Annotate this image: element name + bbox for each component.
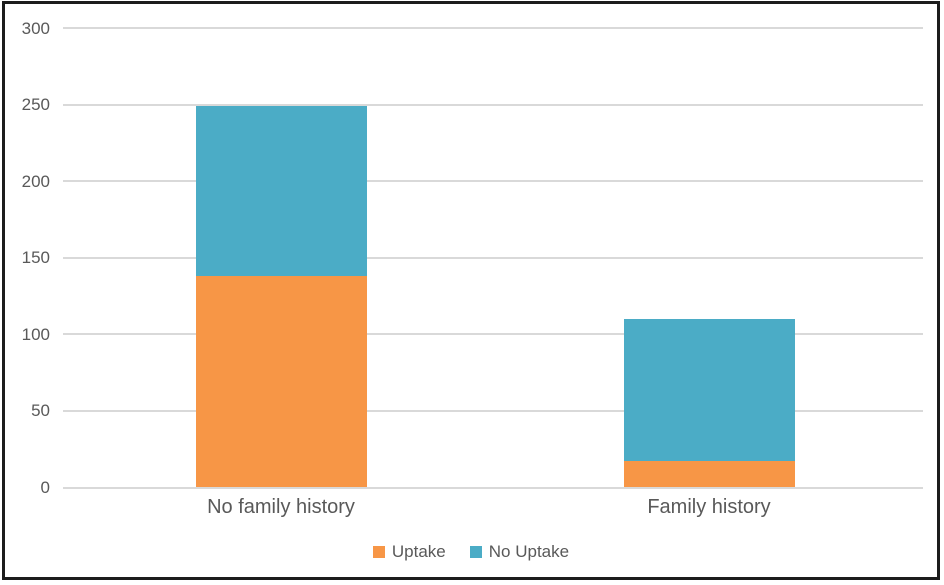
legend-item-uptake: Uptake (372, 542, 446, 562)
legend-swatch-icon (469, 546, 482, 558)
x-axis-category-label: No family history (207, 496, 355, 518)
y-axis-tick-label: 300 (21, 18, 50, 38)
gridline-y-50 (63, 409, 923, 412)
gridline-y-250 (63, 103, 923, 106)
bar-no-family-history-no-uptake (195, 106, 367, 277)
y-axis-tick-label: 200 (21, 171, 50, 191)
y-axis-tick-label: 100 (21, 324, 50, 344)
y-axis-tick-label: 50 (31, 401, 50, 421)
legend: Uptake No Uptake (5, 542, 937, 562)
bar-family-history-uptake (623, 461, 795, 488)
legend-item-no-uptake: No Uptake (469, 542, 570, 562)
gridline-y-0 (63, 486, 923, 489)
y-axis-tick-label: 0 (40, 478, 50, 497)
legend-label: Uptake (391, 542, 446, 561)
bar-family-history-no-uptake (623, 319, 795, 462)
legend-swatch-icon (372, 546, 385, 558)
gridline-y-300 (63, 27, 923, 29)
legend-label: No Uptake (488, 542, 570, 561)
x-axis-category-label: Family history (647, 496, 771, 518)
y-axis-tick-label: 150 (21, 248, 50, 268)
plot-area: 0 50 100 150 200 250 300 No family history Famil… (5, 4, 937, 577)
bar-no-family-history-uptake (195, 276, 367, 488)
gridline-y-200 (63, 180, 923, 183)
gridline-y-100 (63, 333, 923, 336)
gridline-y-150 (63, 256, 923, 259)
y-axis-tick-label: 250 (21, 95, 50, 115)
